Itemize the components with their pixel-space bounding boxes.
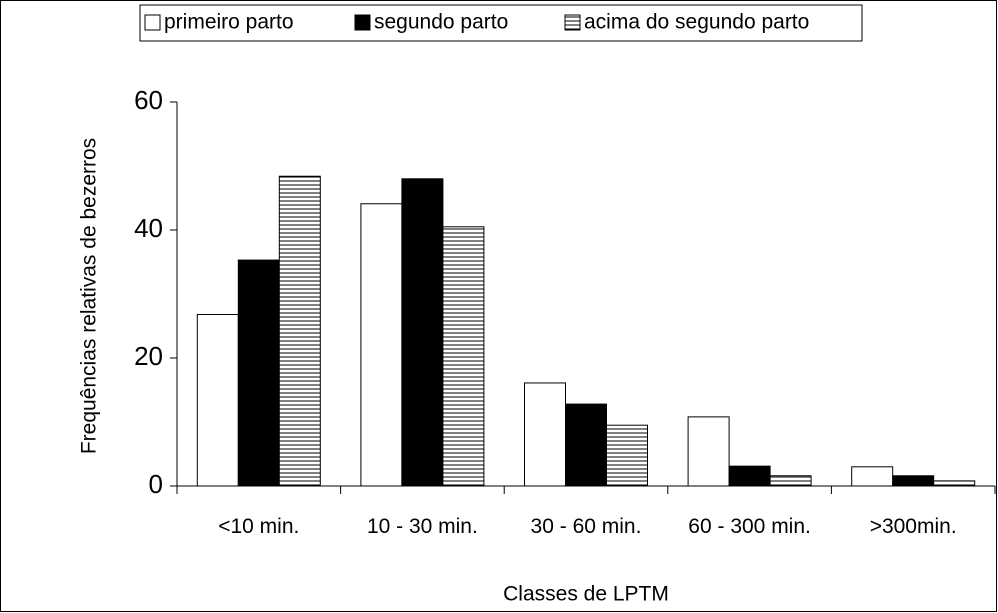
bar bbox=[933, 480, 976, 487]
bar bbox=[360, 203, 403, 487]
y-axis-title: Frequências relativas de bezerros bbox=[78, 138, 101, 454]
bar bbox=[851, 466, 894, 487]
bar bbox=[401, 178, 444, 487]
bar bbox=[565, 403, 607, 487]
bar bbox=[606, 424, 648, 487]
legend-label: acima do segundo parto bbox=[584, 11, 809, 34]
bar bbox=[728, 465, 771, 487]
legend-marker bbox=[144, 14, 161, 31]
bar bbox=[237, 259, 280, 487]
y-tick-label: 40 bbox=[134, 213, 163, 243]
bar bbox=[687, 416, 730, 487]
legend-label: primeiro parto bbox=[164, 11, 294, 34]
bar bbox=[524, 382, 566, 487]
bar bbox=[892, 475, 935, 487]
legend-marker bbox=[354, 14, 371, 31]
bar bbox=[196, 313, 239, 487]
bar bbox=[769, 475, 812, 487]
x-axis-title: Classes de LPTM bbox=[503, 583, 669, 606]
x-tick-label: 30 - 60 min. bbox=[530, 515, 642, 538]
bar bbox=[278, 175, 321, 487]
x-tick-label: <10 min. bbox=[218, 515, 300, 538]
bar bbox=[442, 226, 485, 487]
x-tick-label: 10 - 30 min. bbox=[366, 515, 478, 538]
y-tick-label: 20 bbox=[134, 341, 163, 371]
x-tick-label: >300min. bbox=[869, 515, 957, 538]
legend-marker bbox=[564, 14, 581, 31]
legend-box bbox=[139, 4, 863, 42]
legend-label: segundo parto bbox=[374, 11, 508, 34]
x-tick-label: 60 - 300 min. bbox=[688, 515, 811, 538]
y-tick-label: 0 bbox=[149, 469, 163, 499]
y-tick-label: 60 bbox=[134, 85, 163, 115]
